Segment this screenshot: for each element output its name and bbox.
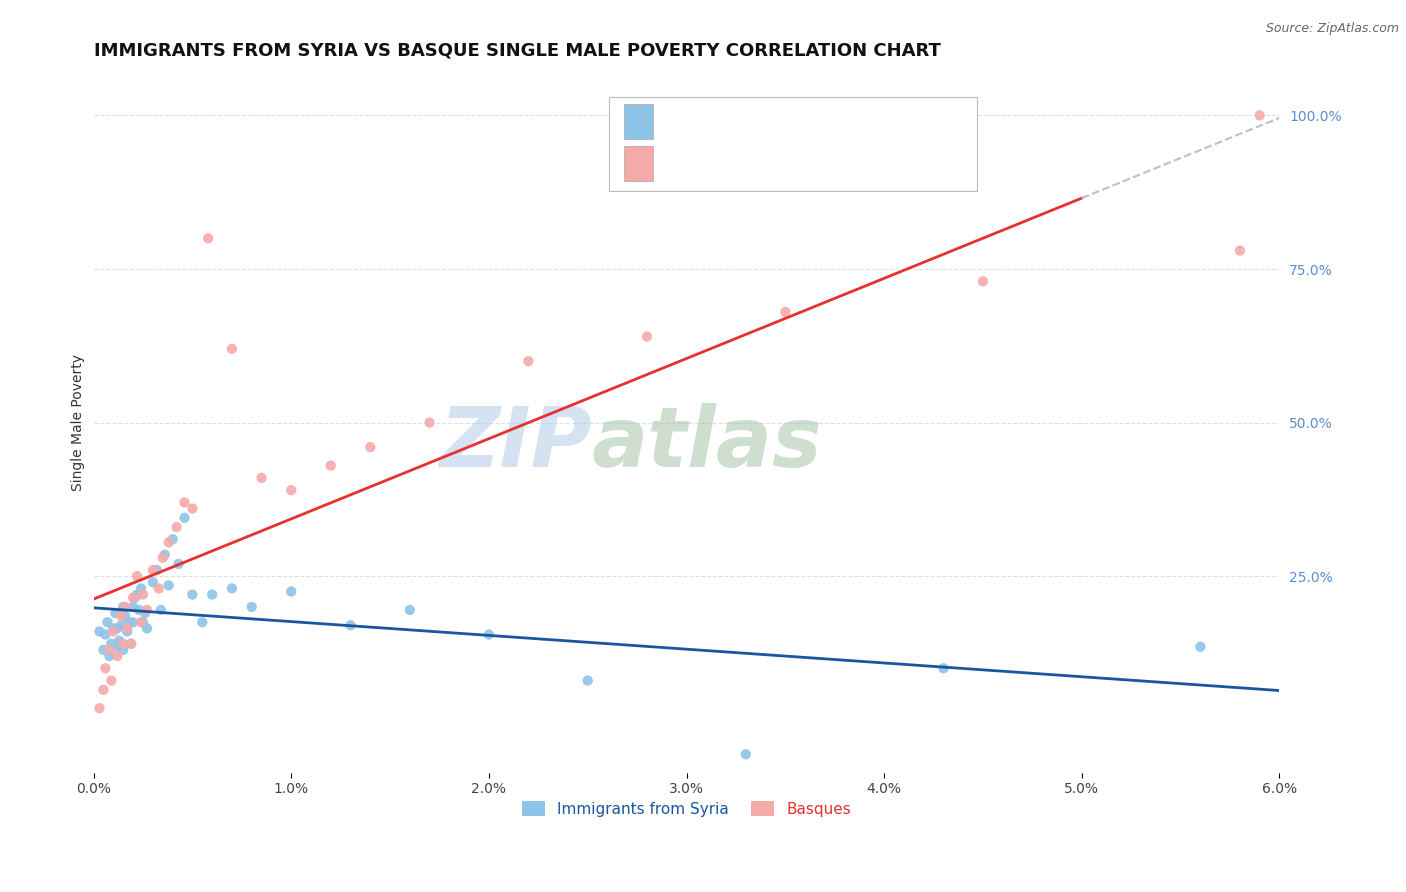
Point: [250, 471, 273, 485]
Point: [112, 599, 135, 614]
Point: [201, 588, 224, 602]
Point: [157, 578, 180, 592]
Point: [100, 637, 122, 651]
Point: [173, 495, 195, 509]
Point: [517, 354, 540, 368]
Point: [129, 615, 152, 630]
Point: [319, 458, 342, 473]
Point: [105, 640, 128, 654]
Point: [125, 569, 148, 583]
Point: [221, 582, 243, 596]
Point: [148, 582, 170, 596]
Point: [167, 557, 190, 571]
Text: ZIP: ZIP: [439, 403, 592, 484]
FancyBboxPatch shape: [609, 97, 977, 192]
Point: [132, 615, 155, 630]
Point: [173, 510, 195, 524]
FancyBboxPatch shape: [624, 146, 654, 181]
Point: [359, 440, 381, 454]
Point: [112, 637, 135, 651]
Point: [134, 606, 156, 620]
Point: [240, 599, 263, 614]
Point: [197, 231, 219, 245]
Text: atlas: atlas: [592, 403, 823, 484]
Point: [115, 624, 138, 639]
Point: [775, 305, 797, 319]
Point: [98, 648, 121, 663]
Point: [181, 501, 204, 516]
Point: [105, 621, 128, 635]
Point: [136, 621, 159, 635]
Point: [93, 682, 115, 697]
Point: [136, 603, 159, 617]
Text: R = -0.034   N = 48: R = -0.034 N = 48: [668, 114, 841, 129]
Point: [118, 615, 141, 630]
Legend: Immigrants from Syria, Basques: Immigrants from Syria, Basques: [515, 794, 859, 824]
Point: [120, 637, 142, 651]
Point: [112, 643, 135, 657]
Point: [124, 591, 146, 605]
Point: [120, 637, 142, 651]
Point: [146, 563, 169, 577]
Point: [1249, 108, 1271, 122]
Point: [114, 599, 136, 614]
Point: [149, 603, 172, 617]
Point: [110, 618, 132, 632]
Text: IMMIGRANTS FROM SYRIA VS BASQUE SINGLE MALE POVERTY CORRELATION CHART: IMMIGRANTS FROM SYRIA VS BASQUE SINGLE M…: [94, 42, 941, 60]
Point: [110, 609, 132, 624]
Point: [1189, 640, 1212, 654]
Point: [191, 615, 214, 630]
Point: [132, 588, 155, 602]
Point: [108, 633, 131, 648]
Point: [972, 274, 994, 288]
Point: [1229, 244, 1251, 258]
Point: [94, 627, 117, 641]
Point: [96, 615, 118, 630]
Point: [94, 661, 117, 675]
Point: [152, 550, 174, 565]
Point: [89, 624, 111, 639]
Point: [398, 603, 420, 617]
Point: [142, 575, 165, 590]
Point: [478, 627, 501, 641]
Point: [419, 416, 441, 430]
Text: Source: ZipAtlas.com: Source: ZipAtlas.com: [1265, 22, 1399, 36]
Text: R =  0.552   N = 37: R = 0.552 N = 37: [668, 156, 841, 171]
Point: [125, 588, 148, 602]
Point: [932, 661, 955, 675]
Point: [153, 548, 176, 562]
Point: [181, 588, 204, 602]
Point: [104, 606, 127, 620]
Point: [576, 673, 599, 688]
Point: [142, 563, 165, 577]
Point: [280, 483, 302, 498]
Point: [100, 673, 122, 688]
Point: [103, 621, 125, 635]
Point: [122, 599, 145, 614]
Point: [734, 747, 756, 762]
Point: [114, 609, 136, 624]
Point: [122, 591, 145, 605]
Point: [129, 582, 152, 596]
Point: [115, 621, 138, 635]
Point: [103, 624, 125, 639]
Point: [280, 584, 302, 599]
Point: [157, 535, 180, 549]
Point: [166, 520, 188, 534]
Point: [339, 618, 361, 632]
Point: [221, 342, 243, 356]
Point: [636, 329, 658, 343]
Point: [89, 701, 111, 715]
Point: [105, 648, 128, 663]
Point: [93, 643, 115, 657]
Point: [122, 615, 145, 630]
Point: [128, 603, 150, 617]
FancyBboxPatch shape: [624, 104, 654, 139]
Point: [162, 533, 184, 547]
Y-axis label: Single Male Poverty: Single Male Poverty: [72, 354, 86, 491]
Point: [98, 643, 121, 657]
